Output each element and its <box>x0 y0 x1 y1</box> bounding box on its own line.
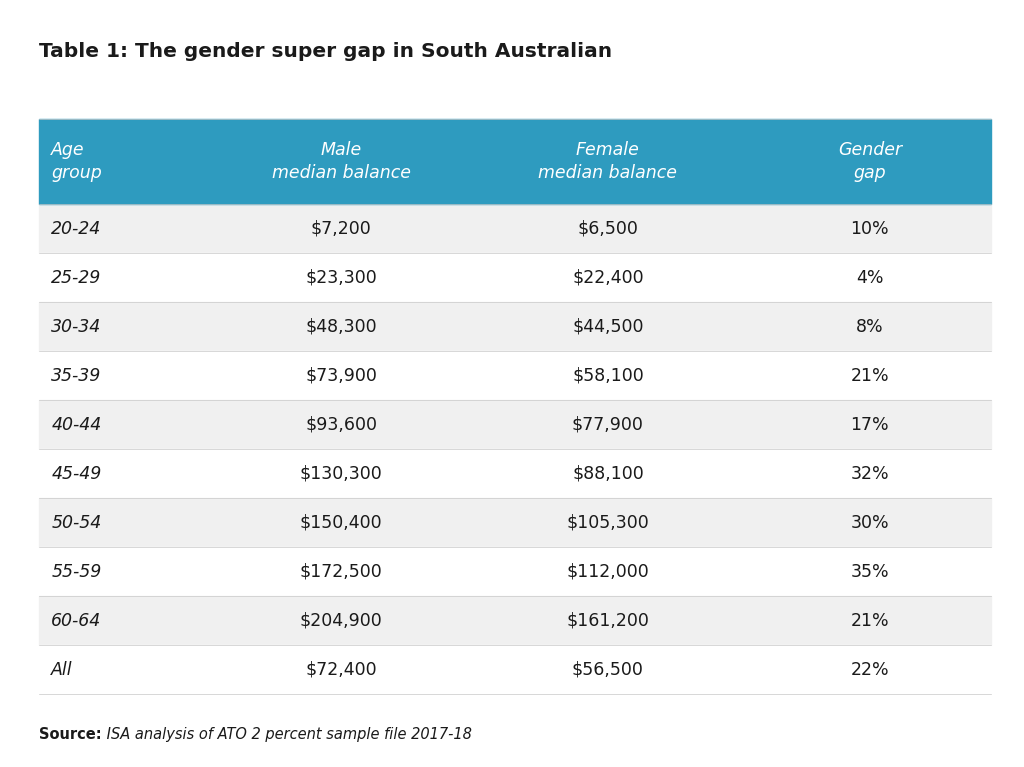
Text: 35-39: 35-39 <box>51 367 101 384</box>
Text: Table 1: The gender super gap in South Australian: Table 1: The gender super gap in South A… <box>39 42 612 61</box>
Text: Female
median balance: Female median balance <box>539 141 678 182</box>
Text: $23,300: $23,300 <box>305 268 377 287</box>
Text: 22%: 22% <box>851 660 889 679</box>
Text: $150,400: $150,400 <box>300 514 383 532</box>
Text: 10%: 10% <box>851 219 889 238</box>
Bar <box>39 547 991 596</box>
Text: 17%: 17% <box>851 416 889 433</box>
Text: $130,300: $130,300 <box>300 465 383 482</box>
Bar <box>39 351 991 400</box>
Text: $58,100: $58,100 <box>572 367 644 384</box>
Text: $112,000: $112,000 <box>566 563 649 581</box>
Text: 55-59: 55-59 <box>51 563 101 581</box>
Text: Age
group: Age group <box>51 141 102 182</box>
Text: $172,500: $172,500 <box>300 563 383 581</box>
Text: 32%: 32% <box>851 465 889 482</box>
Bar <box>39 119 991 204</box>
Text: $56,500: $56,500 <box>572 660 644 679</box>
Text: 21%: 21% <box>851 611 889 630</box>
Bar <box>39 449 991 498</box>
Text: 20-24: 20-24 <box>51 219 101 238</box>
Text: 4%: 4% <box>856 268 884 287</box>
Text: Male
median balance: Male median balance <box>271 141 411 182</box>
Bar <box>39 302 991 351</box>
Bar <box>39 645 991 694</box>
Text: $72,400: $72,400 <box>305 660 377 679</box>
Text: $73,900: $73,900 <box>305 367 377 384</box>
Text: $7,200: $7,200 <box>311 219 372 238</box>
Bar <box>39 204 991 253</box>
Bar <box>39 253 991 302</box>
Text: Source:: Source: <box>39 727 101 742</box>
Text: All: All <box>51 660 73 679</box>
Text: 25-29: 25-29 <box>51 268 101 287</box>
Text: 60-64: 60-64 <box>51 611 101 630</box>
Text: $105,300: $105,300 <box>566 514 649 532</box>
Text: $6,500: $6,500 <box>578 219 638 238</box>
Text: $48,300: $48,300 <box>305 318 377 335</box>
Text: 50-54: 50-54 <box>51 514 101 532</box>
Text: 8%: 8% <box>856 318 884 335</box>
Text: $22,400: $22,400 <box>572 268 644 287</box>
Text: $88,100: $88,100 <box>572 465 644 482</box>
Text: Gender
gap: Gender gap <box>838 141 902 182</box>
Text: $44,500: $44,500 <box>572 318 644 335</box>
Text: 21%: 21% <box>851 367 889 384</box>
Text: 30%: 30% <box>851 514 889 532</box>
Text: 35%: 35% <box>851 563 889 581</box>
Text: $93,600: $93,600 <box>305 416 377 433</box>
Text: 45-49: 45-49 <box>51 465 101 482</box>
Bar <box>39 400 991 449</box>
Text: ISA analysis of ATO 2 percent sample file 2017-18: ISA analysis of ATO 2 percent sample fil… <box>101 727 471 742</box>
Bar <box>39 498 991 547</box>
Text: 40-44: 40-44 <box>51 416 101 433</box>
Text: $77,900: $77,900 <box>572 416 644 433</box>
Text: $204,900: $204,900 <box>300 611 383 630</box>
Text: 30-34: 30-34 <box>51 318 101 335</box>
Bar <box>39 596 991 645</box>
Text: $161,200: $161,200 <box>566 611 649 630</box>
